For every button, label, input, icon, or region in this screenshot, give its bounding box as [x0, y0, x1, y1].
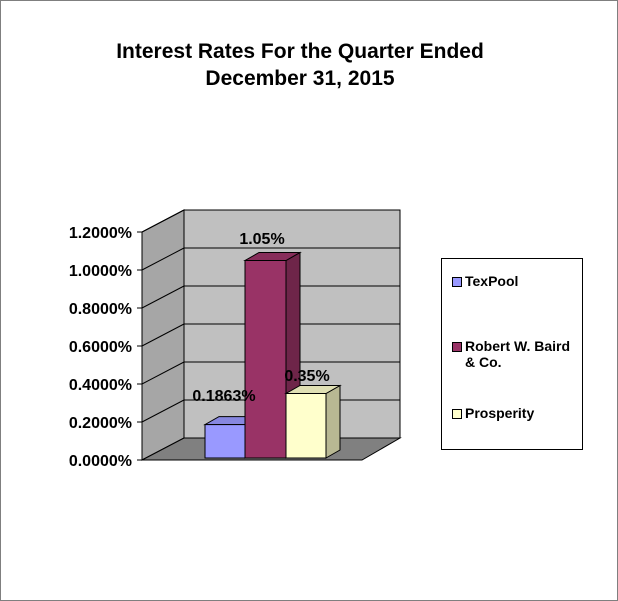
gridline-side	[141, 323, 185, 347]
y-tick-label: 0.6000%	[69, 339, 132, 356]
y-tick-label: 1.2000%	[69, 225, 132, 242]
bar-texpool-front	[204, 424, 246, 459]
legend-item-texpool: TexPool	[452, 273, 518, 289]
data-label: 0.1863%	[192, 388, 255, 405]
bar-prosperity-front	[285, 393, 327, 459]
data-label: 1.05%	[239, 231, 284, 248]
legend-item-baird: Robert W. Baird & Co.	[452, 338, 572, 370]
legend-swatch-texpool	[452, 277, 462, 287]
chart-title: Interest Rates For the Quarter Ended Dec…	[116, 40, 484, 90]
y-tick-label: 0.8000%	[69, 301, 132, 318]
gridline-side	[141, 285, 185, 309]
y-tick-label: 1.0000%	[69, 263, 132, 280]
bar-robert-w-baird-co-front	[244, 260, 287, 459]
legend-label-prosperity: Prosperity	[465, 405, 535, 421]
data-label: 0.35%	[284, 368, 329, 385]
legend-swatch-prosperity	[452, 409, 462, 419]
y-tick-label: 0.4000%	[69, 377, 132, 394]
gridline-side	[141, 247, 185, 271]
gridline-side	[141, 399, 185, 423]
gridline-side	[141, 361, 185, 385]
legend-swatch-baird	[452, 342, 462, 352]
chart-legend: TexPool Robert W. Baird & Co. Prosperity	[441, 258, 583, 450]
gridline-side	[141, 209, 185, 233]
legend-label-texpool: TexPool	[465, 273, 519, 289]
y-tick-label: 0.0000%	[69, 453, 132, 470]
legend-item-prosperity: Prosperity	[452, 405, 534, 421]
legend-label-baird: Robert W. Baird & Co.	[465, 338, 571, 370]
y-tick-label: 0.2000%	[69, 415, 132, 432]
bar-prosperity-side	[325, 384, 341, 459]
